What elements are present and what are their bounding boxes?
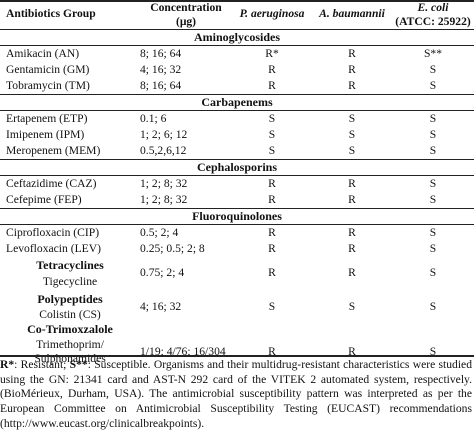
- group-cephalosporins: Cephalosporins: [196, 160, 278, 174]
- header-rule: [0, 29, 474, 30]
- group-cotrimoxazole: Co-Trimoxzalole: [27, 322, 113, 336]
- header-e-coli: E. coli (ATCC: 25922): [395, 1, 471, 28]
- table-row: Amikacin (AN) 8; 16; 64 R* R S**: [6, 47, 443, 60]
- header-antibiotics-group: Antibiotics Group: [6, 7, 96, 20]
- table-row: Gentamicin (GM) 4; 16; 32 R R S: [6, 63, 437, 76]
- group-rule: [0, 94, 474, 95]
- group-fluoroquinolones: Fluoroquinolones: [192, 209, 282, 223]
- table-row: Ciprofloxacin (CIP) 0.5; 2; 4 R R S: [6, 226, 437, 239]
- group-carbapenems: Carbapenems: [201, 95, 273, 109]
- table-row: Ertapenem (ETP) 0.1; 6 S S S: [6, 112, 437, 125]
- table-row: Cefepime (FEP) 1; 2; 8; 32 R R S: [6, 193, 437, 206]
- table-row: 1/19; 4/76; 16/304 R R S: [140, 345, 437, 358]
- table-row-name: Tigecycline: [42, 275, 98, 288]
- header-p-aeruginosa: P. aeruginosa: [239, 7, 305, 20]
- table-row: Levofloxacin (LEV) 0.25; 0.5; 2; 8 R R S: [6, 242, 437, 255]
- table-row: Ceftazidime (CAZ) 1; 2; 8; 32 R R S: [6, 177, 437, 190]
- table-row: Tobramycin (TM) 8; 16; 64 R R S: [6, 79, 437, 92]
- bottom-rule: [0, 355, 474, 357]
- group-rule: [0, 159, 474, 160]
- group-aminoglycosides: Aminoglycosides: [193, 30, 280, 44]
- table-row: Imipenem (IPM) 1; 2; 6; 12 S S S: [6, 128, 437, 141]
- top-rule: [0, 0, 474, 2]
- group-rule: [0, 110, 474, 111]
- group-rule: [0, 224, 474, 225]
- table-row: Meropenem (MEM) 0.5,2,6,12 S S S: [6, 144, 437, 157]
- group-tetracyclines: Tetracyclines: [36, 258, 104, 272]
- group-rule: [0, 208, 474, 209]
- group-rule: [0, 175, 474, 176]
- group-polypeptides: Polypeptides: [37, 292, 103, 306]
- table-footnote: R*: Resistant; S**: Susceptible. Organis…: [0, 358, 472, 430]
- group-rule: [0, 45, 474, 46]
- table-row-name: Colistin (CS): [39, 308, 101, 321]
- table-row: 4; 16; 32 S S S: [140, 300, 437, 313]
- table-row: 0.75; 2; 4 R R S: [140, 266, 437, 279]
- header-a-baumannii: A. baumannii: [319, 7, 385, 20]
- table-row-name: Trimethoprim/: [36, 338, 104, 351]
- header-concentration: Concentration (μg): [150, 1, 222, 28]
